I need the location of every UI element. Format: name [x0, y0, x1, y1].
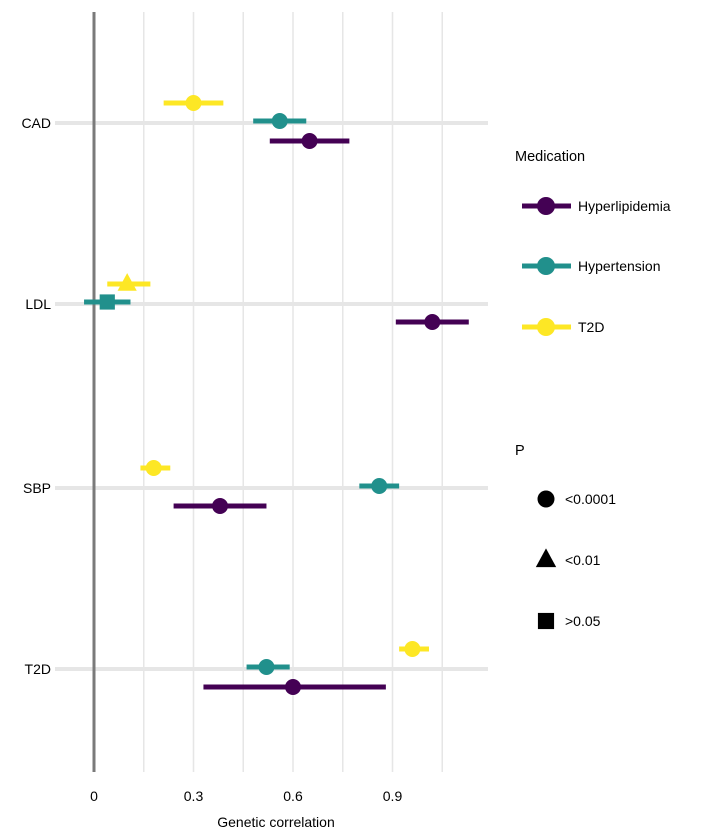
x-axis-label: Genetic correlation: [217, 814, 335, 830]
y-tick-label: CAD: [21, 115, 51, 131]
legend-item: Hyperlipidemia: [522, 197, 671, 215]
x-axis: 0 0.3 0.6 0.9: [90, 788, 402, 804]
point-marker: [185, 95, 202, 111]
plot-panel: [55, 12, 488, 772]
legend-item: >0.05: [537, 612, 601, 630]
point-marker: [404, 641, 421, 657]
point-marker: [537, 612, 555, 630]
x-tick-label: 0: [90, 788, 98, 804]
data-marks: [84, 95, 469, 695]
x-tick-label: 0.9: [383, 788, 403, 804]
point-marker: [285, 679, 301, 695]
legend-label: <0.01: [565, 552, 601, 568]
p-legend-title: P: [515, 443, 525, 459]
point-marker: [271, 113, 288, 129]
point-marker: [535, 548, 557, 568]
x-tick-label: 0.3: [184, 788, 204, 804]
y-tick-label: SBP: [23, 480, 51, 496]
legend-item: <0.01: [535, 548, 601, 568]
point-marker: [258, 659, 275, 675]
point-marker: [212, 498, 229, 514]
legend-label: >0.05: [565, 613, 601, 629]
legend-item: T2D: [522, 318, 604, 336]
point-marker: [371, 478, 388, 494]
vertical-gridlines: [93, 12, 443, 772]
point-marker: [117, 273, 137, 291]
y-tick-label: T2D: [25, 661, 51, 677]
point-marker: [301, 133, 318, 149]
y-axis: CAD LDL SBP T2D: [21, 115, 51, 677]
point-marker: [537, 490, 555, 508]
point-marker: [145, 460, 162, 476]
legend-key-marker: [537, 197, 555, 215]
point-marker: [99, 294, 115, 310]
legend-label: <0.0001: [565, 491, 616, 507]
x-tick-label: 0.6: [283, 788, 303, 804]
legend-label: Hypertension: [578, 258, 661, 274]
medication-legend-title: Medication: [515, 149, 585, 165]
medication-legend: Medication Hyperlipidemia Hypertension T2D: [515, 149, 671, 336]
legend-key-marker: [537, 257, 555, 275]
p-value-legend: P <0.0001 <0.01 >0.05: [515, 443, 616, 630]
legend-item: <0.0001: [537, 490, 616, 508]
horizontal-gridlines: [55, 121, 488, 671]
legend-key-marker: [537, 318, 555, 336]
legend-item: Hypertension: [522, 257, 661, 275]
legend-label: T2D: [578, 319, 604, 335]
y-tick-label: LDL: [25, 296, 51, 312]
legend-label: Hyperlipidemia: [578, 198, 671, 214]
point-marker: [424, 314, 441, 330]
